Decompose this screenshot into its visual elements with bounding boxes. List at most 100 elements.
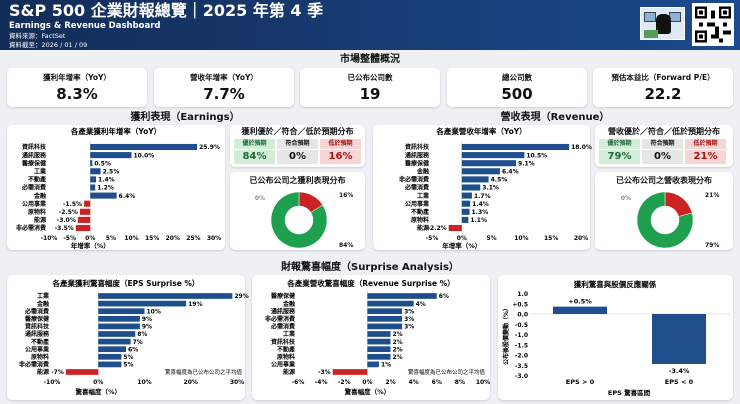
- revenue-donut-chart: 21% 79% 0%: [621, 191, 719, 249]
- data-label: -3.0%: [57, 217, 76, 224]
- kpi-card: 已公布公司數 19: [300, 68, 440, 107]
- earnings-beat-table: 獲利優於／符合／低於預期分布 優於預期 符合預期 低於預期 84% 0% 16%: [230, 125, 365, 167]
- bar: [461, 168, 500, 175]
- category-label: 非必需消費: [16, 224, 46, 232]
- eps-surprise-chart-card: 各產業獲利驚喜幅度（EPS Surprise %） 工業 29% 金融 19% 必需消費 1…: [7, 275, 249, 400]
- data-label: 25.9%: [199, 144, 220, 151]
- category-label: 非必需消費: [19, 361, 49, 369]
- miss-header: 低於預期: [320, 139, 361, 149]
- bar: [461, 192, 472, 199]
- x-tick-label: -6%: [292, 379, 305, 386]
- chart-title: 各產業營收年增率（YoY）: [435, 126, 526, 136]
- kpi-label: 營收年增率（YoY）: [190, 73, 258, 82]
- y-axis-label: 公布後股價變動（%）: [502, 305, 510, 365]
- bar: [90, 168, 101, 175]
- donut-label: 0%: [255, 195, 265, 202]
- inline-value: 0%: [642, 150, 683, 164]
- x-tick-label: 20%: [574, 235, 588, 242]
- revenue-beat-table: 營收優於／符合／低於預期分布 優於預期 符合預期 低於預期 79% 0% 21%: [595, 125, 733, 167]
- bar: [90, 184, 96, 191]
- x-tick-label: 0%: [362, 379, 372, 386]
- kpi-value: 7.7%: [203, 85, 245, 103]
- bar: [461, 152, 525, 159]
- bar: [98, 293, 233, 299]
- bar: [98, 338, 131, 345]
- earnings-donut-chart: 16% 84% 0%: [255, 191, 353, 249]
- x-tick-label: 2%: [385, 379, 395, 386]
- category-label: 必需消費: [404, 184, 429, 192]
- category-label: 能源: [417, 224, 429, 232]
- chart-title: 各產業營收驚喜幅度（Revenue Surprise %）: [286, 278, 454, 288]
- kpi-card: 預估本益比（Forward P/E） 22.2: [593, 68, 733, 107]
- y-tick-label: -3.5: [515, 363, 528, 370]
- bar: [98, 323, 140, 330]
- chart-title: 各產業獲利驚喜幅度（EPS Surprise %）: [52, 278, 200, 288]
- category-label: 能源: [283, 368, 295, 376]
- bar: [367, 331, 391, 337]
- category-label: 通訊服務: [271, 307, 296, 315]
- chart-title: 獲利驚喜與股價反應關係: [574, 279, 657, 289]
- beat-header: 優於預期: [234, 139, 275, 149]
- price-reaction-chart: 獲利驚喜與股價反應關係 1.0 +0.5 0.0 -0.5 -1.0 -1.5 -2.0 -3.…: [502, 279, 730, 397]
- x-tick-label: 6%: [432, 379, 442, 386]
- category-label: 工業: [37, 292, 50, 300]
- x-tick-label: 10%: [514, 235, 528, 242]
- data-label: 3%: [404, 324, 414, 331]
- kpi-value: 19: [359, 85, 381, 103]
- kpi-value: 500: [501, 85, 533, 103]
- x-tick-label: 4%: [409, 379, 419, 386]
- y-tick-label: -1.0: [515, 332, 528, 339]
- category-label: 必需消費: [24, 307, 49, 315]
- beat-table-title: 營收優於／符合／低於預期分布: [608, 127, 720, 136]
- header: S&P 500 企業財報總覽｜2025 年第 4 季 Earnings & Re…: [0, 0, 740, 50]
- y-tick-label: -2.0: [515, 353, 528, 360]
- donut-label: 21%: [705, 192, 719, 199]
- data-label: 0.5%: [94, 160, 111, 167]
- x-tick-label: -4%: [315, 379, 328, 386]
- kpi-card: 營收年增率（YoY） 7.7%: [154, 68, 294, 107]
- data-label: +0.5%: [568, 298, 592, 306]
- category-label: 醫療保健: [25, 315, 49, 323]
- bar: [367, 353, 391, 360]
- data-label: 5%: [123, 362, 133, 369]
- miss-value: 21%: [685, 150, 726, 164]
- bar: [461, 216, 469, 223]
- category-label: 通訊服務: [25, 330, 50, 338]
- data-label: 9%: [142, 316, 152, 323]
- category-label: 金融: [33, 192, 46, 200]
- data-label: 3%: [404, 308, 414, 315]
- x-tick-label: 8%: [455, 379, 465, 386]
- data-label: 4%: [416, 301, 426, 308]
- donut-label: 84%: [339, 242, 353, 249]
- category-label: 金融: [282, 300, 295, 308]
- donut-label: 16%: [339, 192, 353, 199]
- y-tick-label: 1.0: [517, 291, 528, 298]
- category-label: 工業: [417, 192, 430, 200]
- x-tick-label: 25%: [186, 235, 200, 242]
- bar: [367, 293, 437, 299]
- donut-label: 79%: [705, 242, 719, 249]
- bar: [65, 369, 99, 375]
- category-label: 資訊科技: [405, 143, 430, 151]
- category-label: 資訊科技: [25, 323, 50, 331]
- bar: [98, 353, 122, 360]
- eps-surprise-chart: 各產業獲利驚喜幅度（EPS Surprise %）工業 29% 金融 19% 必需消費 1…: [19, 278, 249, 396]
- donut-slice: [664, 191, 693, 217]
- x-tick-label: 15%: [544, 235, 558, 242]
- miss-value: 16%: [320, 150, 361, 164]
- bar: [90, 143, 198, 151]
- bar: [77, 216, 91, 223]
- category-label: 公用事業: [22, 200, 47, 208]
- category-label: 醫療保健: [271, 292, 295, 300]
- category-label: 公用事業: [405, 200, 430, 208]
- donut-title: 已公布公司之營收表現分布: [616, 176, 712, 185]
- kpi-label: 預估本益比（Forward P/E）: [611, 73, 715, 82]
- x-tick-label: 0%: [93, 379, 103, 386]
- inline-header: 符合預期: [277, 139, 318, 149]
- category-label: 工業: [283, 330, 296, 338]
- data-label: 5%: [123, 354, 133, 361]
- data-label: 6%: [439, 293, 449, 300]
- x-tick-label: 30%: [207, 235, 221, 242]
- bar: [90, 192, 117, 199]
- section-title-surprise: 財報驚喜幅度（Surprise Analysis）: [281, 262, 459, 273]
